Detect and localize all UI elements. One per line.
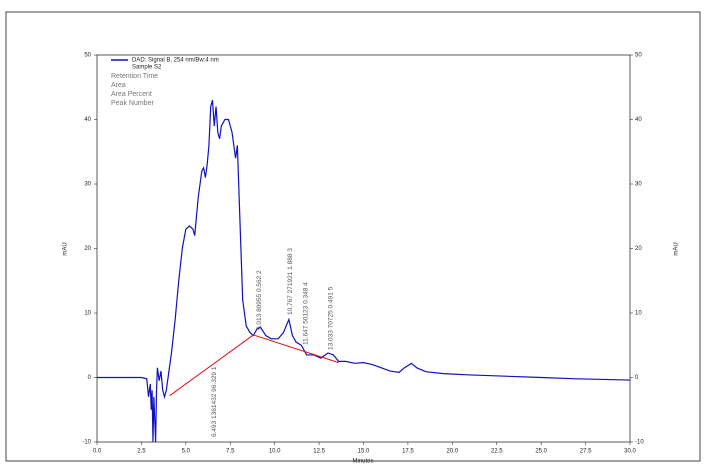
x-tick-label: 2.5 xyxy=(137,449,146,455)
x-tick-label: 0.0 xyxy=(93,449,102,455)
peak-annotation: 11.647 50123 0.348 4 xyxy=(303,282,310,345)
x-tick-label: 20.0 xyxy=(446,449,458,455)
x-tick-label: 30.0 xyxy=(624,449,636,455)
series-line xyxy=(97,99,631,443)
legend-subtitle: Sample S2 xyxy=(132,65,162,71)
y2-tick-label: -10 xyxy=(635,440,644,446)
y2-tick-label: 30 xyxy=(635,182,642,188)
legend-field: Area Percent xyxy=(111,91,152,98)
x-tick-label: 17.5 xyxy=(402,449,414,455)
peak-annotation: 13.033 70725 0.491 5 xyxy=(327,286,334,350)
peak-annotation: 9.013 80955 0.562 2 xyxy=(256,270,263,330)
y2-tick-label: 0 xyxy=(635,375,639,381)
y-tick-label: 40 xyxy=(84,117,91,123)
legend-field: Retention Time xyxy=(111,73,158,80)
y2-tick-label: 50 xyxy=(635,53,642,59)
x-tick-label: 5.0 xyxy=(182,449,191,455)
legend-label: DAD: Signal B, 254 nm/Bw:4 nm xyxy=(132,58,219,64)
x-tick-label: 7.5 xyxy=(226,449,235,455)
x-tick-label: 22.5 xyxy=(491,449,503,455)
frame xyxy=(5,11,701,462)
y2-tick-label: 40 xyxy=(635,117,642,123)
x-tick-label: 15.0 xyxy=(358,449,370,455)
plot-area xyxy=(96,54,631,443)
y2-tick-label: 20 xyxy=(635,246,642,252)
x-tick-label: 25.0 xyxy=(535,449,547,455)
y-tick-label: -10 xyxy=(82,440,91,446)
legend-field: Peak Number xyxy=(111,100,154,107)
x-tick-label: 10.0 xyxy=(269,449,281,455)
y2-tick-label: 10 xyxy=(635,311,642,317)
legend-field: Area xyxy=(111,82,126,89)
y-tick-label: 30 xyxy=(84,182,91,188)
y-tick-label: 0 xyxy=(88,375,92,381)
y-tick-label: 20 xyxy=(84,246,91,252)
y-tick-label: 50 xyxy=(84,53,91,59)
y-tick-label: 10 xyxy=(84,311,91,317)
x-tick-label: 27.5 xyxy=(580,449,592,455)
x-tick-label: 12.5 xyxy=(313,449,325,455)
y2-axis-label: mAU xyxy=(674,242,680,255)
series-line xyxy=(169,334,339,396)
x-axis-label: Minutes xyxy=(352,459,373,465)
peak-annotation: 6.493 1361432 96.329 1 xyxy=(211,366,218,437)
y-axis-label: mAU xyxy=(63,242,69,255)
peak-annotation: 10.767 271921 1.888 3 xyxy=(287,248,294,315)
